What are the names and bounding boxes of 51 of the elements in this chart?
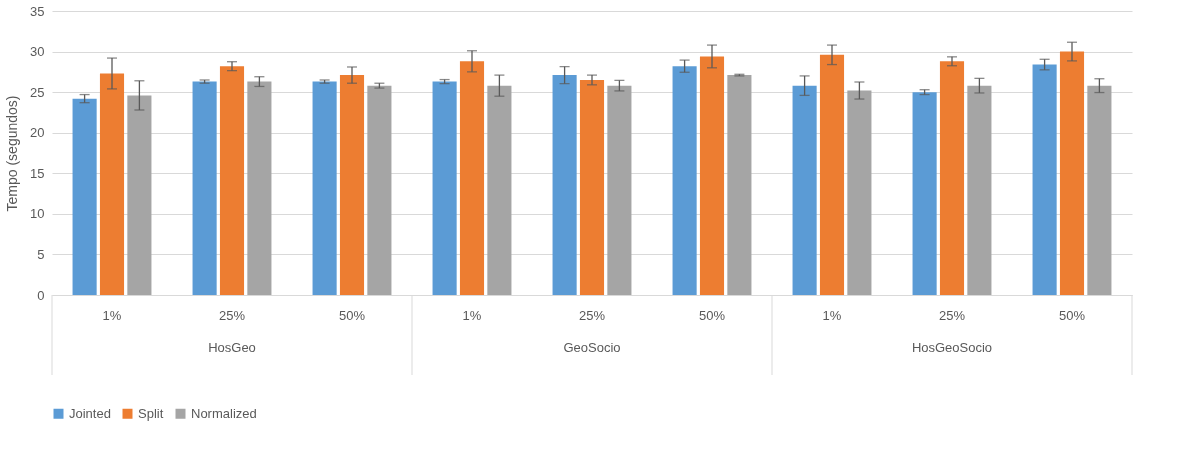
x-tick-label: 50% — [338, 307, 366, 323]
bar — [219, 66, 245, 295]
x-tick-label: 50% — [698, 307, 726, 323]
x-tick-label: 1% — [462, 307, 482, 323]
bar — [672, 66, 697, 295]
bar — [792, 85, 817, 295]
legend-label: Split — [138, 405, 164, 421]
bar — [247, 81, 272, 295]
bar — [552, 75, 577, 295]
y-tick-label: 5 — [37, 246, 45, 262]
y-tick-label: 10 — [30, 206, 45, 222]
y-tick-label: 0 — [37, 287, 45, 303]
y-tick-label: 15 — [30, 165, 45, 181]
bar — [579, 79, 605, 295]
bar — [939, 61, 965, 295]
text: HosGeoSocio — [911, 340, 993, 355]
bar — [127, 95, 152, 295]
x-tick-label: 25% — [938, 307, 966, 323]
x-tick-label: 50% — [1058, 307, 1086, 323]
bar — [967, 85, 992, 295]
y-tick-label: 35 — [30, 3, 45, 19]
bar — [607, 85, 632, 295]
bar — [72, 98, 97, 295]
y-tick-label: 30 — [30, 44, 45, 60]
x-tick-label: 1% — [102, 307, 122, 323]
bar — [1087, 85, 1112, 295]
bar — [459, 61, 485, 295]
y-axis-title: Tempo (segundos) — [4, 95, 21, 212]
bar — [727, 75, 752, 295]
text: HosGeo — [208, 340, 256, 355]
legend-label: Normalized — [191, 405, 257, 421]
bar — [367, 85, 392, 295]
bar — [912, 92, 937, 295]
x-tick-label: 25% — [218, 307, 246, 323]
bar — [487, 85, 512, 295]
y-tick-label: 20 — [30, 125, 45, 141]
bar — [847, 90, 872, 295]
bar — [1059, 51, 1085, 295]
text: GeoSocio — [563, 340, 621, 355]
x-tick-label: 1% — [822, 307, 842, 323]
bar — [432, 81, 457, 295]
bar — [339, 75, 365, 295]
legend-label: Jointed — [69, 405, 111, 421]
bar — [699, 56, 725, 295]
bar — [192, 81, 217, 295]
bar — [312, 81, 337, 295]
bar — [1032, 64, 1057, 295]
bar — [819, 54, 845, 295]
y-tick-label: 25 — [30, 84, 45, 100]
bar — [99, 73, 125, 295]
x-tick-label: 25% — [578, 307, 606, 323]
